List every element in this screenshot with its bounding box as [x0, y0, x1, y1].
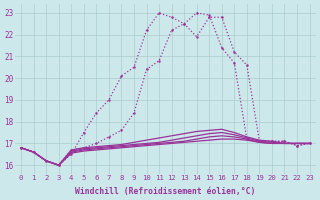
X-axis label: Windchill (Refroidissement éolien,°C): Windchill (Refroidissement éolien,°C) — [75, 187, 255, 196]
